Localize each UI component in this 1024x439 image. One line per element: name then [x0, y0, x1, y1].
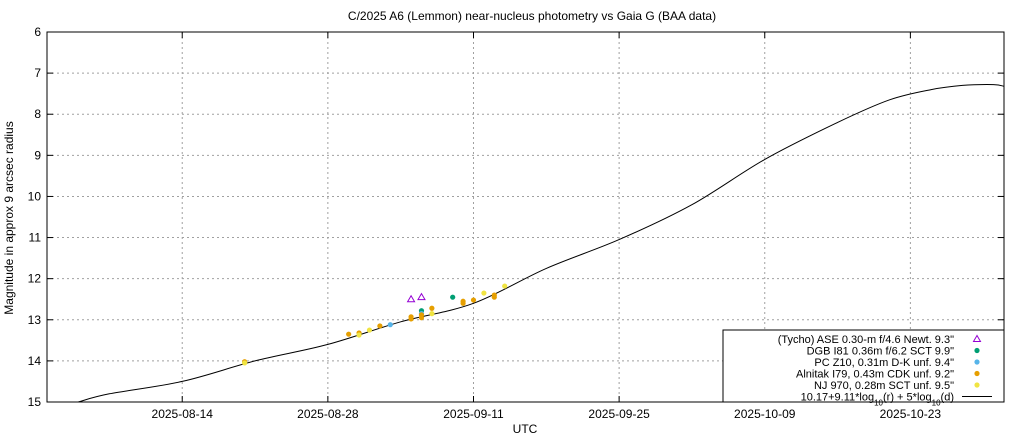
legend-label: Alnitak I79, 0.43m CDK unf. 9.2" — [796, 369, 954, 381]
y-tick-label: 10 — [28, 189, 42, 203]
data-point — [450, 294, 456, 300]
y-tick-label: 7 — [34, 66, 41, 80]
model-curve-layer — [78, 84, 1005, 403]
data-point — [406, 294, 416, 303]
y-tick-label: 9 — [34, 148, 41, 162]
x-tick-label: 2025-10-23 — [880, 407, 942, 421]
y-tick-label: 11 — [29, 231, 42, 245]
data-point — [481, 290, 487, 296]
y-tick-label: 15 — [28, 395, 42, 409]
legend-label: PC Z10, 0.31m D-K unf. 9.4" — [814, 357, 954, 369]
chart-title: C/2025 A6 (Lemmon) near-nucleus photomet… — [348, 9, 716, 23]
data-point — [460, 298, 466, 304]
legend-marker — [974, 382, 980, 388]
legend: (Tycho) ASE 0.30-m f/4.6 Newt. 9.3"DGB I… — [722, 329, 1005, 408]
legend-marker — [974, 359, 980, 365]
y-tick-label: 13 — [28, 313, 42, 327]
x-axis-label: UTC — [513, 422, 538, 436]
legend-label: 10.17+9.11*log10(r) + 5*log10(d) — [801, 392, 954, 408]
data-point — [429, 311, 435, 317]
data-point — [366, 327, 373, 333]
y-axis-label: Magnitude in approx 9 arcsec radius — [2, 121, 16, 314]
y-tick-label: 12 — [28, 272, 42, 286]
legend-label: DGB I81 0.36m f/6.2 SCT 9.9" — [807, 346, 954, 358]
model-curve-line — [78, 84, 1005, 403]
data-point — [417, 292, 426, 301]
data-point — [418, 312, 425, 318]
data-point — [408, 314, 414, 320]
x-tick-label: 2025-09-11 — [443, 407, 504, 421]
data-point — [429, 305, 435, 311]
data-point — [242, 360, 248, 366]
data-point — [377, 323, 383, 329]
data-point — [387, 322, 393, 328]
legend-label: (Tycho) ASE 0.30-m f/4.6 Newt. 9.3" — [778, 334, 954, 346]
data-point — [491, 292, 497, 298]
legend-box — [722, 329, 1005, 403]
data-point — [470, 297, 477, 303]
legend-marker — [974, 370, 980, 377]
legend-label: NJ 970, 0.28m SCT unf. 9.5" — [814, 380, 954, 392]
y-tick-label: 8 — [34, 107, 41, 121]
legend-marker — [974, 347, 980, 354]
tick-layer: 6 7 8 9 10 11 12 13 14 15 2025-08-14 2025-08-28 2025… — [28, 25, 1004, 421]
y-tick-label: 14 — [28, 354, 42, 368]
y-tick-label: 6 — [34, 25, 41, 39]
x-tick-label: 2025-08-14 — [152, 407, 214, 421]
data-point — [346, 331, 352, 337]
legend-marker — [972, 334, 982, 342]
x-tick-label: 2025-08-28 — [297, 407, 359, 421]
data-point — [356, 332, 362, 338]
data-point — [502, 283, 508, 289]
data-point-layer — [242, 283, 508, 366]
plot-frame — [46, 31, 1005, 403]
x-tick-label: 2025-10-09 — [734, 407, 796, 421]
x-tick-label: 2025-09-25 — [588, 407, 650, 421]
